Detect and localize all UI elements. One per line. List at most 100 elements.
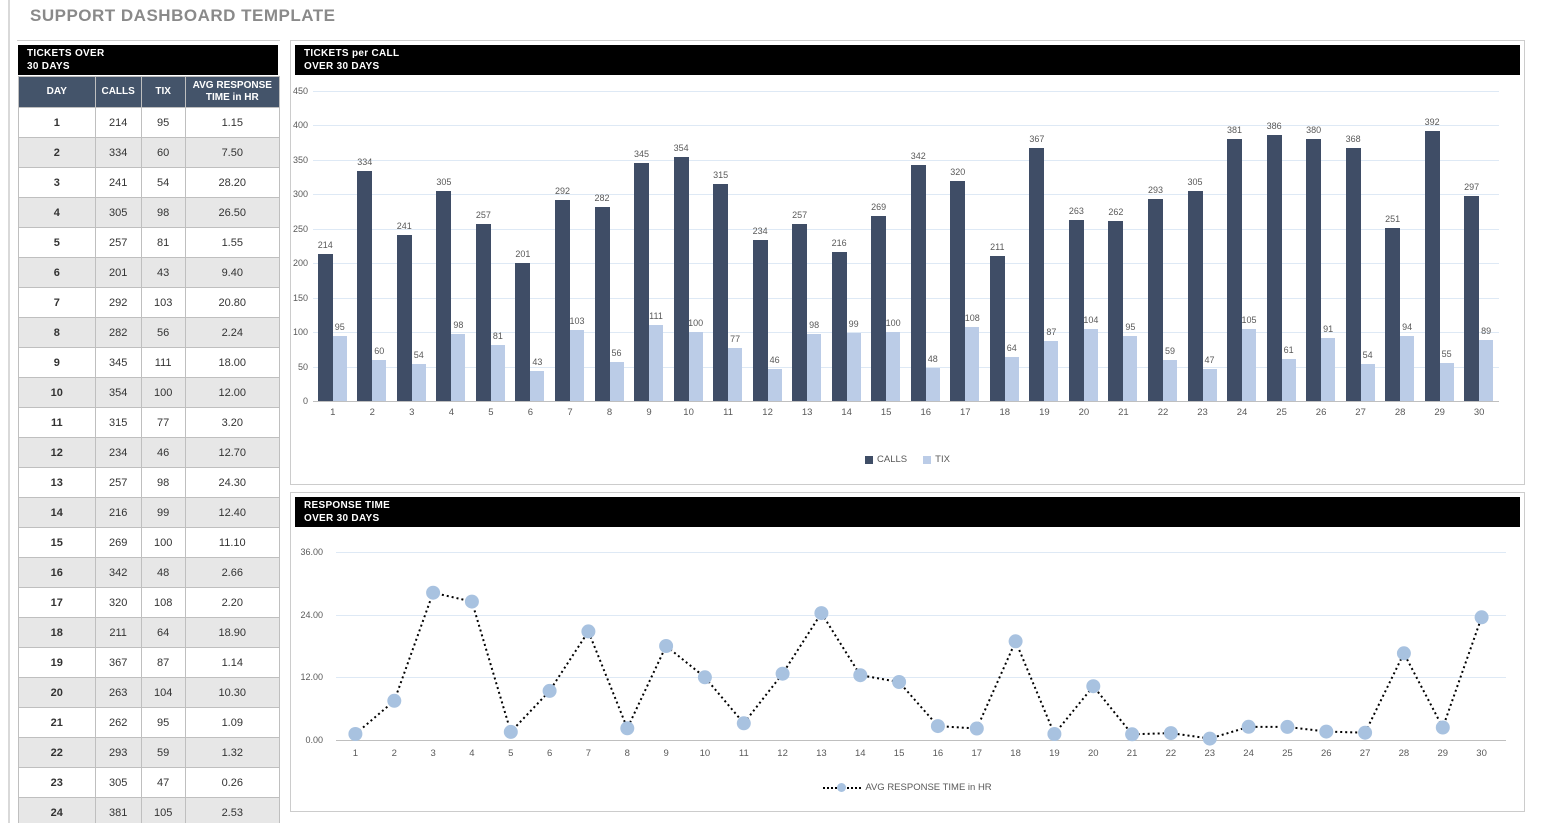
cell-day[interactable]: 8 <box>18 317 96 348</box>
cell-day[interactable]: 7 <box>18 287 96 318</box>
response-time-chart[interactable]: RESPONSE TIME OVER 30 DAYS 0.00 12.00 24.0… <box>290 492 1525 812</box>
cell-tix[interactable]: 104 <box>140 677 186 708</box>
cell-day[interactable]: 24 <box>18 797 96 823</box>
cell-calls[interactable]: 342 <box>94 557 142 588</box>
cell-avg-response[interactable]: 28.20 <box>184 167 281 198</box>
cell-calls[interactable]: 201 <box>94 257 142 288</box>
cell-tix[interactable]: 100 <box>140 377 186 408</box>
cell-tix[interactable]: 46 <box>140 437 186 468</box>
cell-tix[interactable]: 54 <box>140 167 186 198</box>
cell-day[interactable]: 14 <box>18 497 96 528</box>
cell-avg-response[interactable]: 0.26 <box>184 767 281 798</box>
cell-calls[interactable]: 262 <box>94 707 142 738</box>
cell-day[interactable]: 11 <box>18 407 96 438</box>
cell-day[interactable]: 22 <box>18 737 96 768</box>
cell-tix[interactable]: 77 <box>140 407 186 438</box>
cell-tix[interactable]: 111 <box>140 347 186 378</box>
cell-calls[interactable]: 367 <box>94 647 142 678</box>
cell-tix[interactable]: 95 <box>140 107 186 138</box>
cell-calls[interactable]: 216 <box>94 497 142 528</box>
cell-day[interactable]: 17 <box>18 587 96 618</box>
cell-avg-response[interactable]: 12.70 <box>184 437 281 468</box>
cell-avg-response[interactable]: 24.30 <box>184 467 281 498</box>
cell-tix[interactable]: 98 <box>140 467 186 498</box>
cell-avg-response[interactable]: 18.90 <box>184 617 281 648</box>
cell-avg-response[interactable]: 18.00 <box>184 347 281 378</box>
cell-calls[interactable]: 305 <box>94 197 142 228</box>
cell-avg-response[interactable]: 9.40 <box>184 257 281 288</box>
cell-tix[interactable]: 98 <box>140 197 186 228</box>
cell-tix[interactable]: 60 <box>140 137 186 168</box>
cell-avg-response[interactable]: 11.10 <box>184 527 281 558</box>
tickets-per-call-chart[interactable]: TICKETS per CALL OVER 30 DAYS 0 50 100 150 2… <box>290 40 1525 485</box>
cell-tix[interactable]: 59 <box>140 737 186 768</box>
cell-calls[interactable]: 263 <box>94 677 142 708</box>
cell-calls[interactable]: 211 <box>94 617 142 648</box>
cell-avg-response[interactable]: 2.66 <box>184 557 281 588</box>
cell-tix[interactable]: 105 <box>140 797 186 823</box>
cell-tix[interactable]: 99 <box>140 497 186 528</box>
cell-tix[interactable]: 108 <box>140 587 186 618</box>
cell-day[interactable]: 6 <box>18 257 96 288</box>
cell-avg-response[interactable]: 2.20 <box>184 587 281 618</box>
cell-avg-response[interactable]: 26.50 <box>184 197 281 228</box>
cell-day[interactable]: 12 <box>18 437 96 468</box>
cell-calls[interactable]: 320 <box>94 587 142 618</box>
cell-avg-response[interactable]: 1.09 <box>184 707 281 738</box>
cell-day[interactable]: 10 <box>18 377 96 408</box>
cell-day[interactable]: 16 <box>18 557 96 588</box>
cell-day[interactable]: 4 <box>18 197 96 228</box>
cell-calls[interactable]: 269 <box>94 527 142 558</box>
cell-calls[interactable]: 241 <box>94 167 142 198</box>
cell-tix[interactable]: 103 <box>140 287 186 318</box>
cell-calls[interactable]: 381 <box>94 797 142 823</box>
cell-day[interactable]: 5 <box>18 227 96 258</box>
cell-avg-response[interactable]: 7.50 <box>184 137 281 168</box>
cell-day[interactable]: 3 <box>18 167 96 198</box>
cell-day[interactable]: 23 <box>18 767 96 798</box>
cell-tix[interactable]: 47 <box>140 767 186 798</box>
cell-calls[interactable]: 214 <box>94 107 142 138</box>
cell-calls[interactable]: 354 <box>94 377 142 408</box>
cell-avg-response[interactable]: 1.15 <box>184 107 281 138</box>
cell-tix[interactable]: 48 <box>140 557 186 588</box>
cell-tix[interactable]: 81 <box>140 227 186 258</box>
cell-day[interactable]: 20 <box>18 677 96 708</box>
cell-day[interactable]: 2 <box>18 137 96 168</box>
column-header-avg-response-time-in-hr[interactable]: AVG RESPONSE TIME in HR <box>184 76 281 108</box>
column-header-day[interactable]: DAY <box>18 76 96 108</box>
cell-avg-response[interactable]: 2.24 <box>184 317 281 348</box>
cell-day[interactable]: 18 <box>18 617 96 648</box>
cell-avg-response[interactable]: 1.32 <box>184 737 281 768</box>
cell-tix[interactable]: 43 <box>140 257 186 288</box>
column-header-tix[interactable]: TIX <box>140 76 186 108</box>
cell-calls[interactable]: 257 <box>94 227 142 258</box>
cell-calls[interactable]: 305 <box>94 767 142 798</box>
cell-tix[interactable]: 56 <box>140 317 186 348</box>
cell-calls[interactable]: 293 <box>94 737 142 768</box>
cell-calls[interactable]: 334 <box>94 137 142 168</box>
cell-day[interactable]: 19 <box>18 647 96 678</box>
cell-calls[interactable]: 257 <box>94 467 142 498</box>
cell-calls[interactable]: 315 <box>94 407 142 438</box>
cell-day[interactable]: 21 <box>18 707 96 738</box>
cell-tix[interactable]: 100 <box>140 527 186 558</box>
cell-calls[interactable]: 292 <box>94 287 142 318</box>
cell-day[interactable]: 1 <box>18 107 96 138</box>
cell-avg-response[interactable]: 3.20 <box>184 407 281 438</box>
cell-day[interactable]: 9 <box>18 347 96 378</box>
cell-avg-response[interactable]: 20.80 <box>184 287 281 318</box>
cell-avg-response[interactable]: 1.14 <box>184 647 281 678</box>
cell-avg-response[interactable]: 10.30 <box>184 677 281 708</box>
cell-tix[interactable]: 64 <box>140 617 186 648</box>
cell-avg-response[interactable]: 1.55 <box>184 227 281 258</box>
cell-calls[interactable]: 234 <box>94 437 142 468</box>
cell-day[interactable]: 13 <box>18 467 96 498</box>
cell-tix[interactable]: 95 <box>140 707 186 738</box>
cell-avg-response[interactable]: 12.40 <box>184 497 281 528</box>
cell-day[interactable]: 15 <box>18 527 96 558</box>
cell-avg-response[interactable]: 12.00 <box>184 377 281 408</box>
column-header-calls[interactable]: CALLS <box>94 76 142 108</box>
cell-tix[interactable]: 87 <box>140 647 186 678</box>
cell-calls[interactable]: 282 <box>94 317 142 348</box>
